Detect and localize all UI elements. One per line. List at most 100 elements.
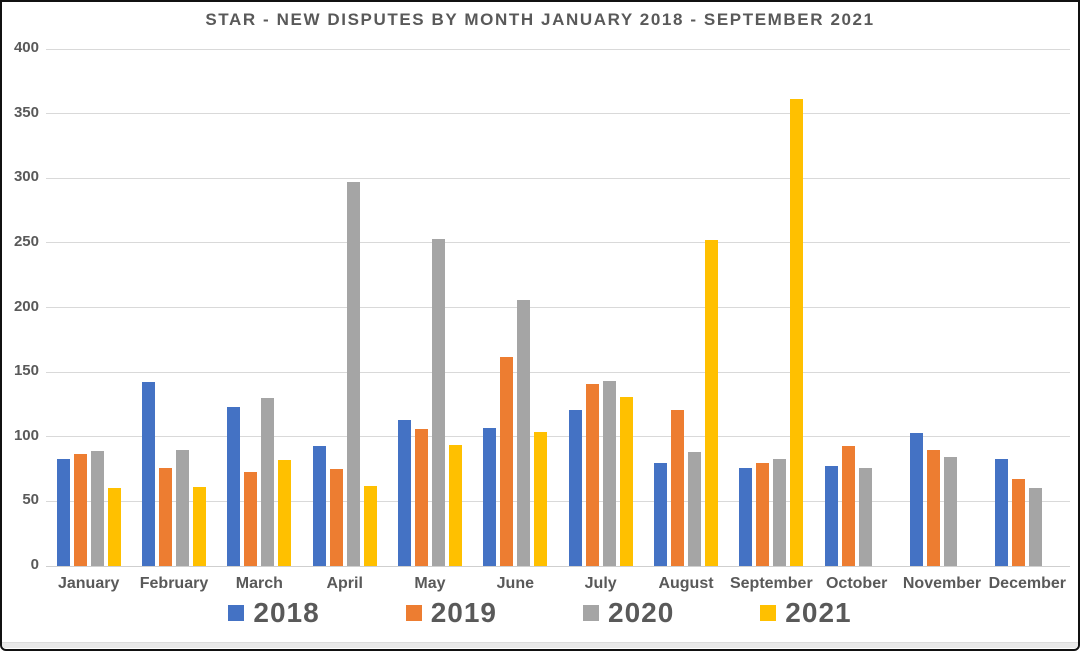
bar-2018-january[interactable] — [56, 458, 70, 566]
bar-2019-november[interactable] — [926, 449, 940, 566]
bar-2019-july[interactable] — [585, 383, 599, 566]
legend-label-2020: 2020 — [608, 597, 675, 628]
bar-2020-november[interactable] — [943, 457, 957, 566]
legend-swatch-2020 — [583, 605, 599, 621]
x-axis-label-august: August — [658, 575, 714, 592]
bar-2021-june[interactable] — [534, 431, 548, 566]
legend-swatch-2019 — [405, 605, 422, 621]
legend-item-2018[interactable]: 2018 — [228, 597, 319, 629]
legend-item-2021[interactable]: 2021 — [760, 597, 851, 629]
bar-2020-april[interactable] — [346, 182, 360, 566]
x-axis-label-march: March — [235, 575, 283, 592]
bar-2019-february[interactable] — [158, 467, 172, 566]
x-axis-label-june: June — [496, 575, 534, 592]
bar-2021-august[interactable] — [704, 240, 718, 566]
bar-2018-february[interactable] — [141, 382, 155, 566]
bar-2019-may[interactable] — [414, 429, 428, 566]
bar-2018-may[interactable] — [397, 419, 411, 566]
legend-item-2020[interactable]: 2020 — [583, 597, 674, 629]
bar-2021-april[interactable] — [363, 485, 377, 566]
y-axis-tick-label-150: 150 — [13, 362, 39, 380]
bar-2021-september[interactable] — [790, 99, 804, 566]
bar-2020-july[interactable] — [602, 381, 616, 566]
bar-2018-july[interactable] — [568, 409, 582, 566]
x-axis-label-october: October — [825, 575, 888, 592]
gridline-350 — [46, 113, 1070, 115]
legend-item-2019[interactable]: 2019 — [405, 597, 497, 629]
gridline-100 — [46, 436, 1070, 438]
bar-2019-june[interactable] — [500, 356, 514, 566]
legend-label-2021: 2021 — [785, 597, 852, 628]
bar-2020-september[interactable] — [773, 458, 787, 566]
chart-title: STAR - NEW DISPUTES BY MONTH JANUARY 201… — [205, 10, 875, 29]
window-bottom-edge — [2, 642, 1078, 648]
gridline-150 — [46, 371, 1070, 373]
bar-2020-june[interactable] — [517, 299, 531, 566]
bar-2018-june[interactable] — [483, 427, 497, 566]
y-axis-tick-label-250: 250 — [13, 232, 39, 250]
y-axis-tick-label-200: 200 — [13, 297, 39, 315]
bar-2018-december[interactable] — [995, 458, 1009, 566]
bar-2020-december[interactable] — [1029, 488, 1043, 566]
bar-2019-january[interactable] — [73, 453, 87, 566]
y-axis-tick-label-100: 100 — [13, 426, 39, 444]
bar-2021-may[interactable] — [448, 444, 462, 566]
gridline-50 — [46, 500, 1070, 502]
x-axis-label-may: May — [414, 575, 446, 592]
bar-2020-october[interactable] — [858, 467, 872, 566]
bar-2018-april[interactable] — [312, 445, 326, 566]
bar-2019-december[interactable] — [1012, 479, 1026, 566]
bar-2020-january[interactable] — [90, 450, 104, 566]
y-axis-tick-label-50: 50 — [22, 491, 39, 509]
bar-2019-september[interactable] — [756, 462, 770, 566]
legend-swatch-2021 — [760, 605, 777, 621]
month-group-may — [387, 49, 472, 566]
x-axis-label-april: April — [326, 575, 363, 592]
gridline-200 — [46, 307, 1070, 308]
legend-swatch-2018 — [228, 605, 245, 621]
bar-2019-april[interactable] — [329, 469, 343, 566]
bar-2020-february[interactable] — [175, 449, 189, 566]
month-group-march — [217, 49, 302, 566]
y-axis-tick-label-350: 350 — [13, 103, 39, 121]
gridline-250 — [46, 242, 1070, 244]
month-group-september — [729, 49, 814, 566]
x-axis-label-july: July — [584, 575, 617, 592]
x-axis-label-december: December — [988, 575, 1066, 592]
bar-2020-august[interactable] — [687, 452, 701, 566]
month-group-january — [46, 49, 131, 566]
x-axis-label-september: September — [729, 575, 813, 592]
bar-2021-january[interactable] — [107, 488, 121, 566]
y-axis-tick-label-300: 300 — [13, 168, 39, 186]
x-axis-line — [46, 565, 1070, 567]
month-group-february — [131, 49, 216, 566]
bar-2019-august[interactable] — [670, 409, 684, 566]
bar-2018-august[interactable] — [653, 462, 667, 566]
legend-label-2018: 2018 — [253, 597, 320, 628]
bar-2018-november[interactable] — [909, 432, 923, 566]
bar-2021-february[interactable] — [192, 487, 206, 566]
month-group-october — [814, 49, 899, 566]
x-axis-label-january: January — [57, 575, 120, 592]
bar-2018-march[interactable] — [227, 407, 241, 566]
month-group-june — [473, 49, 558, 566]
month-group-august — [643, 49, 728, 566]
bar-2019-october[interactable] — [841, 445, 855, 566]
gridline-300 — [46, 177, 1070, 179]
bar-2020-may[interactable] — [431, 239, 445, 566]
month-group-november — [899, 49, 984, 566]
plot-area — [46, 48, 1070, 567]
legend-label-2019: 2019 — [430, 597, 497, 628]
bar-2019-march[interactable] — [244, 471, 258, 566]
bar-2018-october[interactable] — [824, 466, 838, 566]
bar-2021-march[interactable] — [278, 460, 292, 566]
gridline-400 — [46, 48, 1070, 50]
bar-2018-september[interactable] — [739, 467, 753, 566]
month-group-december — [985, 49, 1070, 566]
bar-2020-march[interactable] — [261, 397, 275, 566]
bar-2021-july[interactable] — [619, 396, 633, 566]
y-axis-tick-label-0: 0 — [30, 556, 39, 573]
month-group-july — [558, 49, 643, 566]
month-group-april — [302, 49, 387, 566]
